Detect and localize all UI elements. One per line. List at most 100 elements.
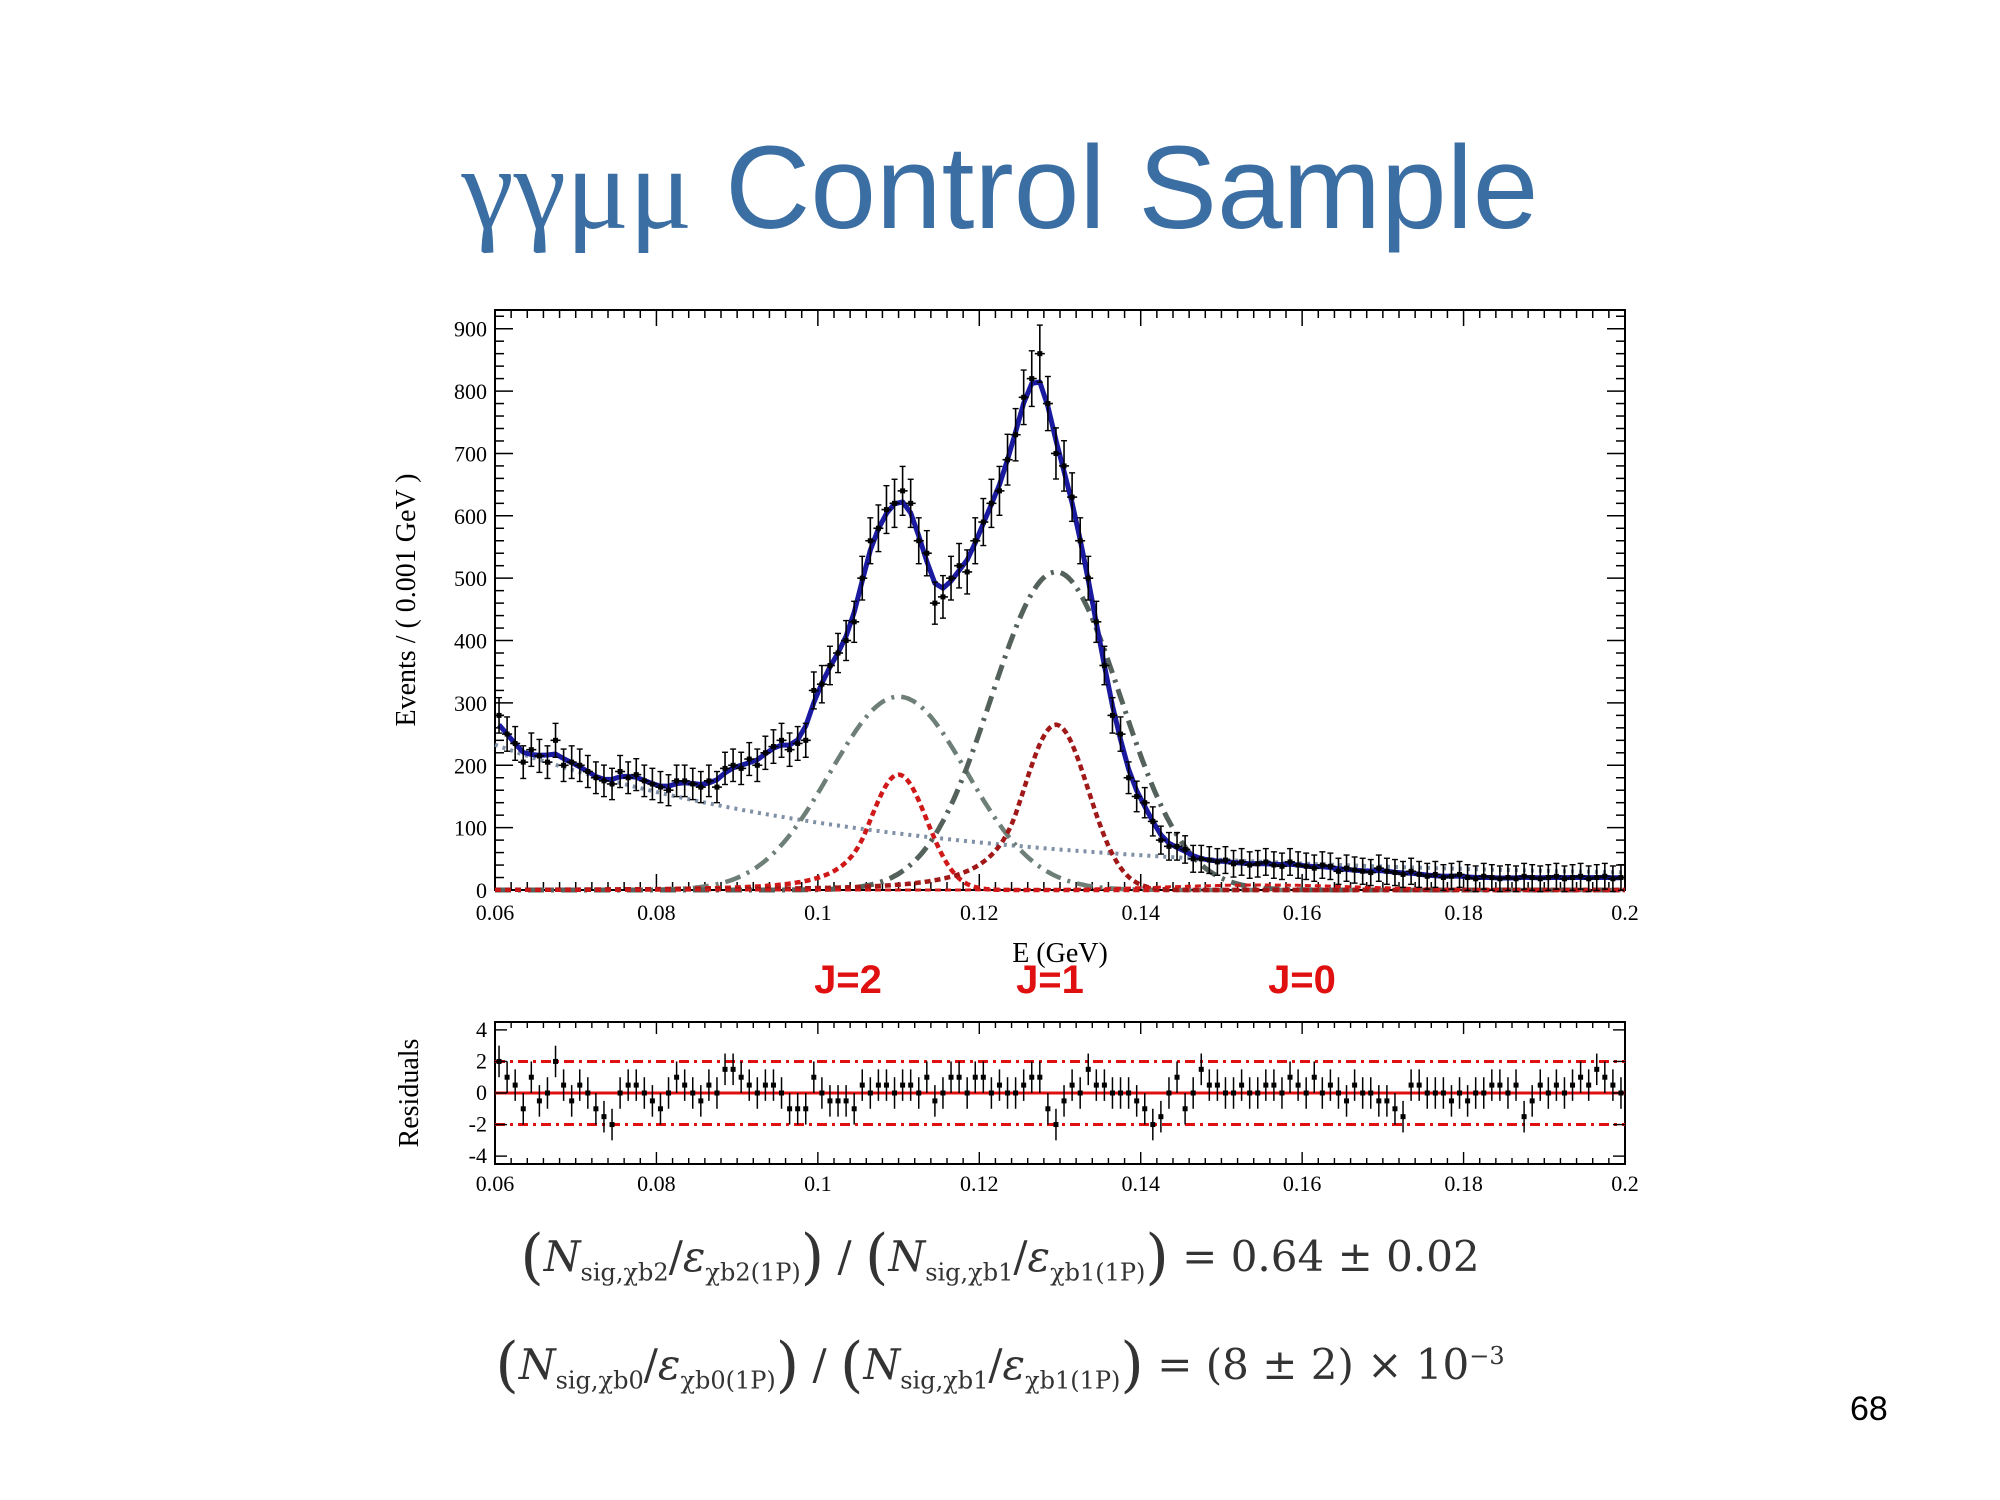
residual-point [1505,1077,1511,1109]
residual-point [924,1061,930,1093]
residual-point [787,1093,793,1125]
data-point [1107,696,1118,734]
residual-x-tick-label: 0.14 [1121,1171,1160,1196]
residual-point [1150,1108,1156,1141]
main-y-tick-label: 500 [454,566,487,591]
data-point [542,745,553,780]
data-point [1567,863,1578,892]
residual-plot-tick-labels: 0.06 0.08 0.1 0.12 0.14 0.16 0.18 0.2 4 2 0 -2 -4 [469,1017,1639,1196]
data-point [1147,806,1158,837]
residual-point [819,1077,825,1109]
data-point [1212,847,1223,876]
main-x-tick-label: 0.1 [804,900,832,925]
data-point [1430,860,1441,889]
data-point [792,725,803,762]
data-point [1591,863,1602,892]
data-point [1511,865,1522,893]
residual-point [1594,1053,1600,1086]
residual-point [859,1069,865,1101]
residual-point [746,1069,752,1101]
main-x-axis-title: E (GeV) [1012,938,1108,969]
residual-point [512,1069,518,1101]
residual-point [1287,1061,1293,1093]
data-point [1317,851,1328,879]
data-point [1502,863,1513,892]
residual-point [940,1077,946,1109]
j0-fit-curve [495,883,1625,892]
data-point [1172,831,1183,861]
residual-point [1061,1085,1067,1117]
residual-point [1134,1085,1140,1117]
residual-plot-points [496,1045,1624,1141]
j1-core-fit-curve [495,569,1625,893]
residual-point [1448,1085,1454,1117]
data-point [1018,369,1029,426]
data-point [1131,780,1142,813]
data-point [986,478,997,529]
data-point [1067,472,1078,523]
residual-point [770,1069,776,1101]
main-x-tick-label: 0.08 [637,900,676,925]
data-point [1220,845,1231,875]
residual-point [1093,1069,1099,1101]
data-point [1196,844,1207,873]
data-point [1599,862,1610,890]
residual-point [674,1061,680,1093]
data-point [655,770,666,804]
residual-point [980,1061,986,1093]
formula-ratio-b2: (Nsig,χb2/εχb2(1P)) / (Nsig,χb1/εχb1(1P)… [520,1222,1480,1292]
data-point [1301,852,1312,881]
data-point [881,484,892,535]
main-y-tick-label: 800 [454,379,487,404]
residual-point [1005,1077,1011,1109]
main-y-tick-label: 0 [476,878,487,903]
residual-point [1077,1077,1083,1109]
residual-point [1190,1077,1196,1109]
residual-y-tick-label: 4 [476,1017,487,1042]
title-greek: γγμμ [461,123,693,254]
data-point [1607,865,1618,893]
data-point [808,671,819,710]
residual-point [779,1077,785,1109]
main-plot-ticks [494,310,1626,891]
data-point [1414,860,1425,889]
residual-x-tick-label: 0.12 [960,1171,999,1196]
data-point [647,767,658,801]
data-point [1333,857,1344,886]
data-point [994,465,1005,517]
data-point [1325,852,1336,881]
residual-point [1602,1061,1608,1093]
data-point [1123,761,1134,795]
residual-point [1489,1069,1495,1101]
data-point [1155,825,1166,855]
residual-point [1166,1077,1172,1109]
data-point [1091,600,1102,644]
data-point [1543,863,1554,892]
data-point [857,555,868,601]
data-point [695,770,706,804]
residual-point [1392,1093,1398,1125]
data-point [921,529,932,577]
residual-point [1570,1069,1576,1101]
residual-point [835,1085,841,1117]
data-point [1446,862,1457,890]
residual-point [609,1108,615,1141]
residual-point [851,1093,857,1125]
residual-point [625,1069,631,1101]
residual-point [1521,1100,1527,1133]
residual-point [1222,1077,1228,1109]
residual-point [1198,1053,1204,1086]
data-point [873,504,884,553]
data-point [550,722,561,758]
data-point [1260,847,1271,876]
residual-point [1069,1069,1075,1101]
data-point [905,478,916,529]
residual-point [730,1053,736,1086]
data-point [1349,856,1360,884]
residual-point [956,1061,962,1093]
data-point [1026,350,1037,408]
data-point [631,757,642,792]
residual-point [1271,1069,1277,1101]
residual-point [1109,1077,1115,1109]
residual-point [1029,1061,1035,1093]
